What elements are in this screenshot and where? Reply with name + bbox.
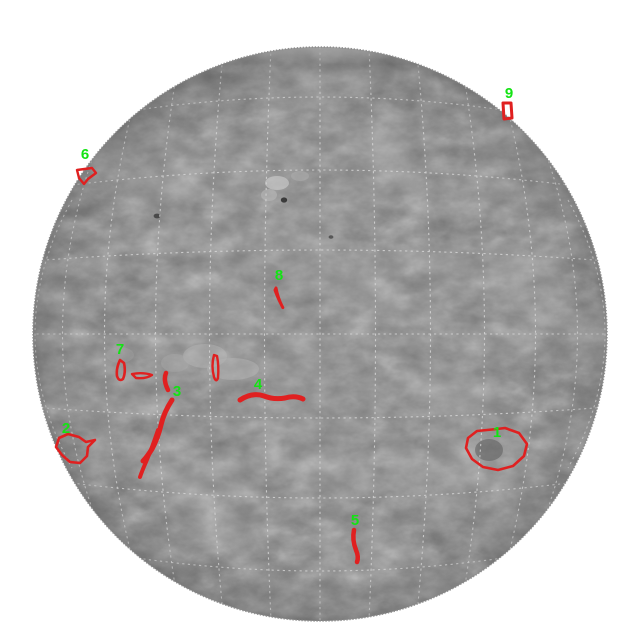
filament-label-4: 4 [254,376,263,393]
filament-label-3: 3 [173,383,181,400]
filament-contour-1 [464,426,529,472]
filament-contour-7 [115,358,127,382]
filament-contour-3b [162,370,171,393]
filament-labels: 1 2 3 4 5 6 7 8 9 [62,85,513,529]
filament-label-2: 2 [62,420,70,437]
filament-label-9: 9 [505,85,513,102]
filament-contour-5 [351,527,361,565]
filament-label-5: 5 [351,512,359,529]
filament-label-1: 1 [493,424,501,441]
solar-disk [32,46,608,622]
filament-contour-8 [273,286,285,310]
filament-label-6: 6 [81,146,89,163]
filament-contour-3e [138,428,160,479]
filament-label-8: 8 [275,267,283,284]
filament-contour-6 [75,166,98,186]
filament-contour-4 [237,392,306,403]
filament-contour-2 [54,432,97,465]
filament-label-7: 7 [116,341,124,358]
filament-contour-9 [501,101,514,121]
filament-contour-3c [211,353,220,382]
filament-contour-3d [130,372,154,380]
filament-contours [54,101,529,565]
